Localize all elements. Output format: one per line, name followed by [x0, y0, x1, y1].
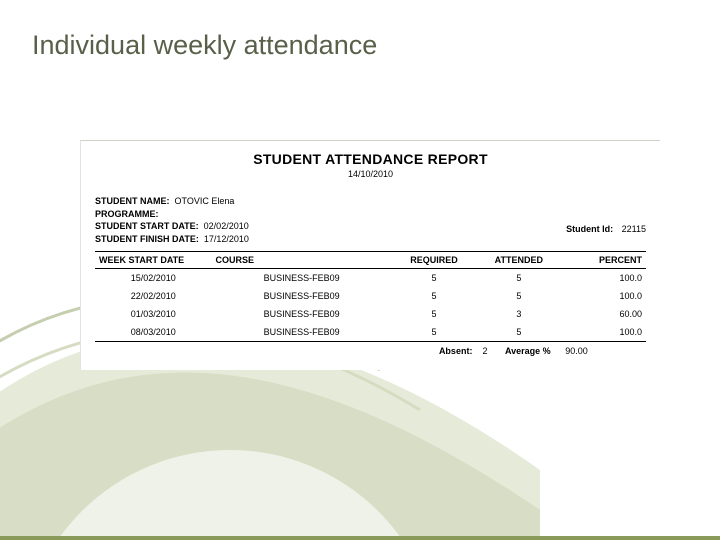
cell-required: 5 [392, 305, 477, 323]
cell-course: BUSINESS-FEB09 [212, 287, 392, 305]
report-date: 14/10/2010 [95, 169, 646, 179]
col-required: REQUIRED [392, 252, 477, 269]
table-row: 15/02/2010BUSINESS-FEB0955100.0 [95, 269, 646, 288]
footer-accent-bar [0, 536, 720, 540]
cell-week: 01/03/2010 [95, 305, 212, 323]
cell-attended: 5 [476, 287, 561, 305]
table-row: 22/02/2010BUSINESS-FEB0955100.0 [95, 287, 646, 305]
col-week: WEEK START DATE [95, 252, 212, 269]
finish-date: 17/12/2010 [204, 233, 249, 246]
cell-attended: 5 [476, 269, 561, 288]
report-title: STUDENT ATTENDANCE REPORT [95, 151, 646, 167]
programme-label: PROGRAMME: [95, 208, 159, 221]
cell-week: 22/02/2010 [95, 287, 212, 305]
absent-value: 2 Average % [476, 342, 561, 361]
cell-percent: 100.0 [561, 269, 646, 288]
finish-date-label: STUDENT FINISH DATE: [95, 233, 199, 246]
attendance-table: WEEK START DATE COURSE REQUIRED ATTENDED… [95, 251, 646, 360]
cell-course: BUSINESS-FEB09 [212, 305, 392, 323]
cell-required: 5 [392, 287, 477, 305]
col-percent: PERCENT [561, 252, 646, 269]
cell-percent: 60.00 [561, 305, 646, 323]
average-value: 90.00 [561, 342, 646, 361]
cell-required: 5 [392, 269, 477, 288]
table-header-row: WEEK START DATE COURSE REQUIRED ATTENDED… [95, 252, 646, 269]
start-date: 02/02/2010 [204, 220, 249, 233]
table-footer-row: Absent: 2 Average % 90.00 [95, 342, 646, 361]
table-row: 08/03/2010BUSINESS-FEB0955100.0 [95, 323, 646, 342]
student-id-label: Student Id: [566, 224, 613, 234]
cell-week: 15/02/2010 [95, 269, 212, 288]
cell-attended: 3 [476, 305, 561, 323]
start-date-label: STUDENT START DATE: [95, 220, 199, 233]
absent-label: Absent: [392, 342, 477, 361]
student-id: 22115 [622, 224, 646, 234]
student-info: STUDENT NAME: OTOVIC Elena PROGRAMME: ST… [95, 195, 646, 245]
average-label: Average % [505, 346, 551, 356]
student-name-label: STUDENT NAME: [95, 195, 170, 208]
cell-attended: 5 [476, 323, 561, 342]
attendance-report: STUDENT ATTENDANCE REPORT 14/10/2010 STU… [80, 140, 660, 370]
cell-required: 5 [392, 323, 477, 342]
cell-percent: 100.0 [561, 287, 646, 305]
table-row: 01/03/2010BUSINESS-FEB095360.00 [95, 305, 646, 323]
cell-course: BUSINESS-FEB09 [212, 269, 392, 288]
col-attended: ATTENDED [476, 252, 561, 269]
cell-week: 08/03/2010 [95, 323, 212, 342]
slide-title: Individual weekly attendance [32, 30, 377, 61]
cell-course: BUSINESS-FEB09 [212, 323, 392, 342]
cell-percent: 100.0 [561, 323, 646, 342]
student-name: OTOVIC Elena [175, 195, 235, 208]
col-course: COURSE [212, 252, 392, 269]
